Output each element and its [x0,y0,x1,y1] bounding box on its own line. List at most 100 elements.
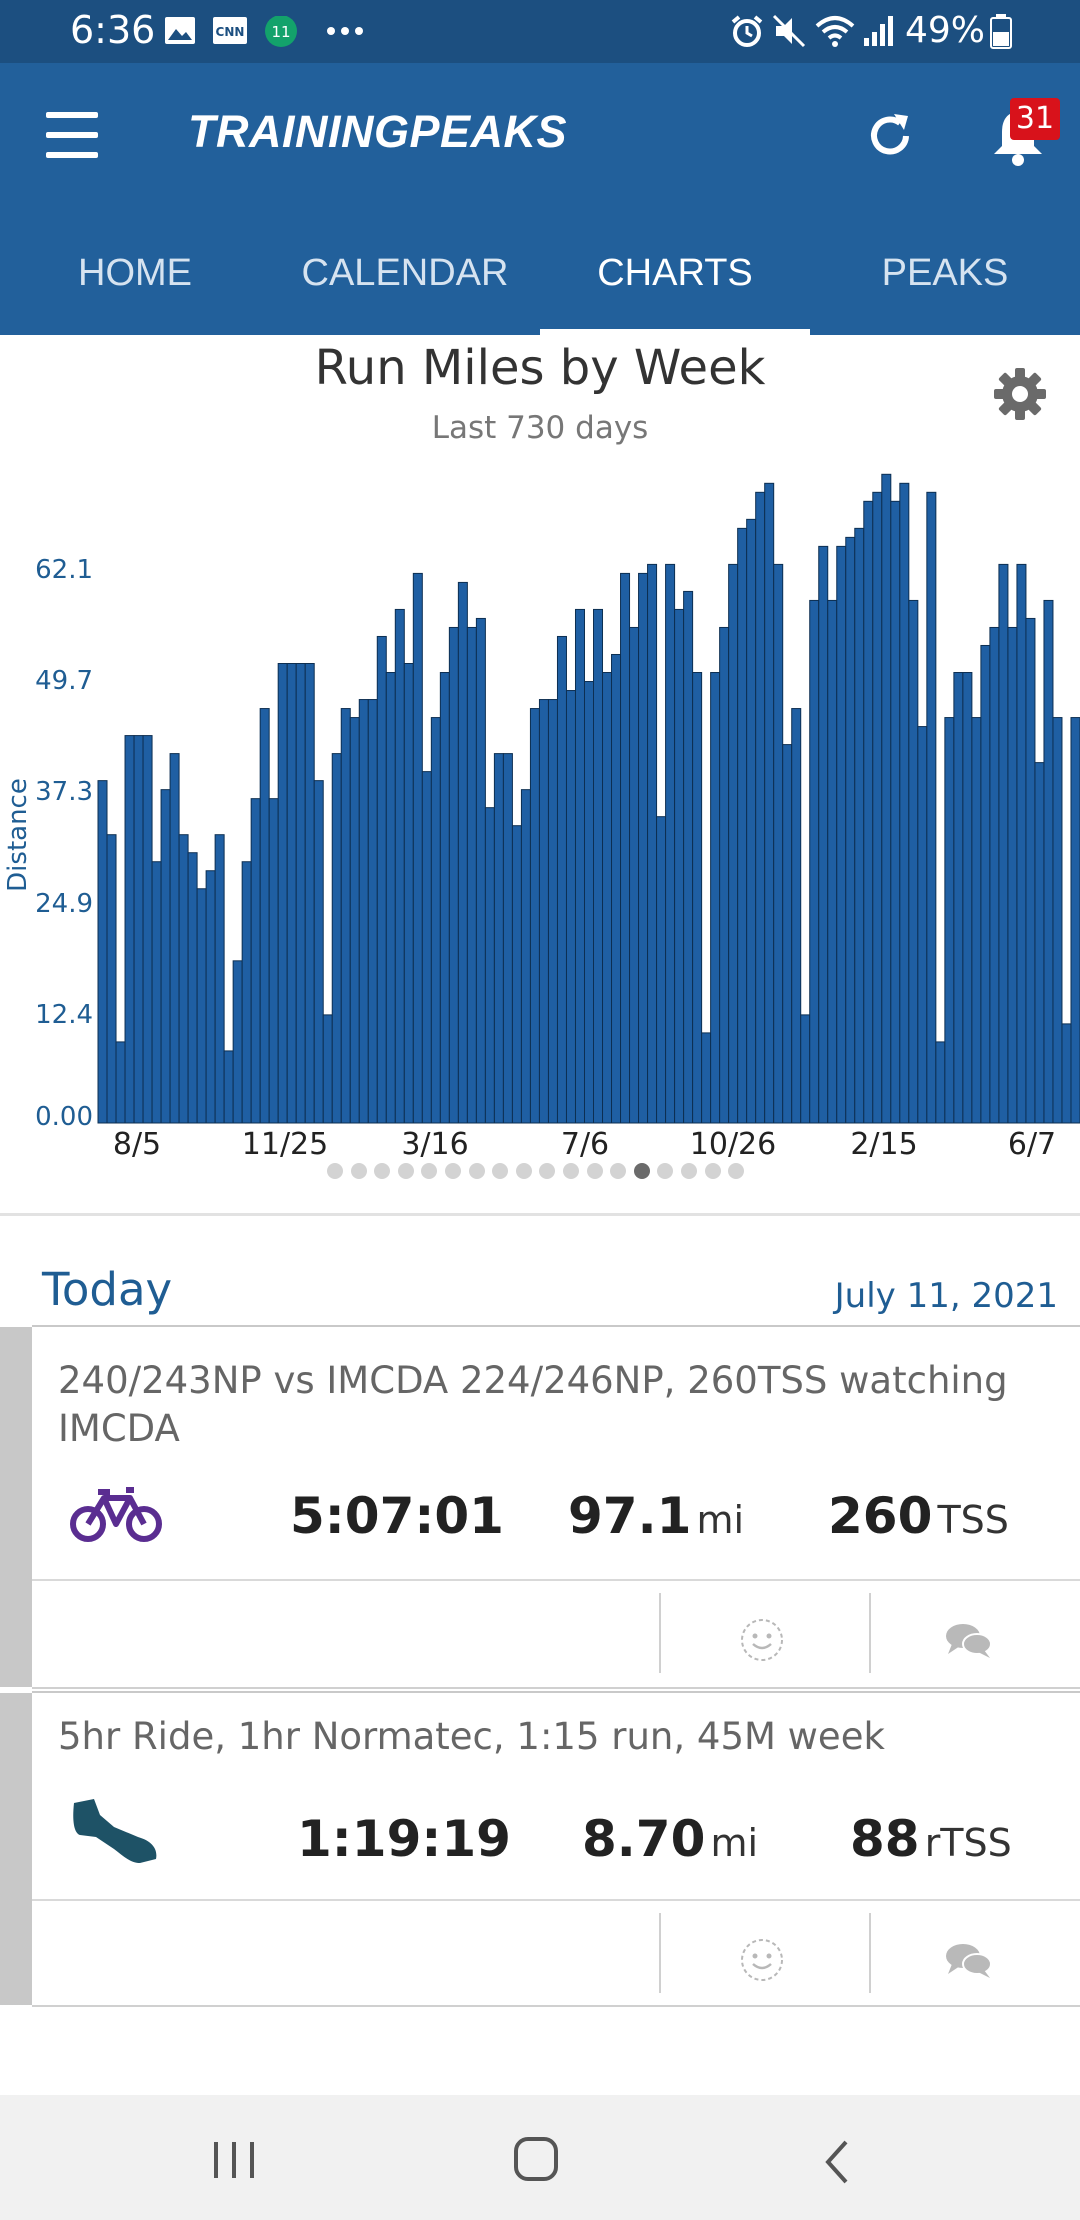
chart-bar[interactable] [620,572,631,1124]
chart-bar[interactable] [1034,762,1045,1124]
chart-bar[interactable] [1016,563,1027,1124]
chart-bar[interactable] [277,663,288,1124]
chart-bar[interactable] [773,563,784,1124]
chart-bar[interactable] [782,744,793,1124]
chart-bar[interactable] [124,735,135,1124]
pager-dot[interactable] [586,1163,603,1179]
chart-bar[interactable] [394,608,405,1124]
chart-bar[interactable] [962,672,973,1124]
chart-bar[interactable] [1007,626,1018,1124]
chart-bar[interactable] [268,798,279,1124]
pager-dot[interactable] [374,1163,391,1179]
chart-bar[interactable] [755,491,766,1124]
chart-bar[interactable] [593,608,604,1124]
pager-dot[interactable] [657,1163,674,1179]
chart-bar[interactable] [701,1032,712,1124]
home-button-icon[interactable] [512,2135,560,2183]
tab-home[interactable]: HOME [78,252,192,294]
chart-bar[interactable] [313,780,324,1124]
chart-bar[interactable] [223,1050,234,1124]
chart-bar[interactable] [520,789,531,1124]
chart-bar[interactable] [1043,599,1054,1124]
chart-bar[interactable] [719,626,730,1124]
chart-bar[interactable] [421,771,432,1124]
workout-card[interactable]: 240/243NP vs IMCDA 224/246NP, 260TSS wat… [32,1325,1080,1689]
chart-bar[interactable] [142,735,153,1124]
tab-calendar[interactable]: CALENDAR [301,252,509,294]
pager-dot[interactable] [468,1163,485,1179]
pager-dot[interactable] [704,1163,721,1179]
chart-bar[interactable] [241,861,252,1124]
chart-bar[interactable] [187,852,198,1124]
chart-bar[interactable] [602,672,613,1124]
chart-bar[interactable] [818,545,829,1124]
chart-bar[interactable] [286,663,297,1124]
chart-bar[interactable] [376,635,387,1124]
recent-apps-icon[interactable] [210,2140,258,2180]
pager-dot[interactable] [610,1163,627,1179]
pager-dot[interactable] [563,1163,579,1179]
chart-bar[interactable] [232,960,243,1124]
chart-bar[interactable] [331,753,342,1124]
chart-bar[interactable] [484,807,495,1124]
pager-dot[interactable] [633,1163,650,1179]
chart-bar[interactable] [340,708,351,1124]
chart-bar[interactable] [556,635,567,1124]
pager-dot[interactable] [728,1163,745,1179]
chart-bar[interactable] [638,572,649,1124]
chart-bar[interactable] [899,482,910,1124]
chart-bar[interactable] [647,563,658,1124]
chart-bar[interactable] [97,780,108,1124]
chart-bar[interactable] [196,888,207,1124]
chart-bar[interactable] [169,753,180,1124]
chart-bar[interactable] [845,536,856,1124]
chart-bar[interactable] [304,663,315,1124]
chart-bar[interactable] [250,798,261,1124]
chart-bar[interactable] [295,663,306,1124]
pager-dot[interactable] [397,1163,414,1179]
chart-bar[interactable] [439,672,450,1124]
chart-bar[interactable] [764,482,775,1124]
chart-bar[interactable] [836,545,847,1124]
chart-bar[interactable] [430,717,441,1124]
tab-peaks[interactable]: PEAKS [881,252,1009,294]
chart-bar[interactable] [683,590,694,1124]
chart-bar[interactable] [367,699,378,1124]
chart-bar[interactable] [502,753,513,1124]
chart-bar[interactable] [547,699,558,1124]
chart-bar[interactable] [737,527,748,1124]
chart-settings-gear-icon[interactable] [990,364,1050,424]
chart-bar[interactable] [890,500,901,1124]
chart-bar[interactable] [944,717,955,1124]
chart-bar[interactable] [106,834,117,1124]
chart-bar[interactable] [322,1014,333,1124]
chart-bar[interactable] [214,834,225,1124]
chart-bar[interactable] [800,1014,811,1124]
chart-bar[interactable] [656,816,667,1124]
tab-charts[interactable]: CHARTS [597,252,753,294]
chart-bar[interactable] [403,663,414,1124]
chart-bar[interactable] [385,672,396,1124]
chart-bar[interactable] [448,626,459,1124]
chart-bar[interactable] [989,626,1000,1124]
chart-bar[interactable] [1052,717,1063,1124]
chart-bar[interactable] [611,653,622,1124]
pager-dot[interactable] [350,1163,367,1179]
workout-card[interactable]: 5hr Ride, 1hr Normatec, 1:15 run, 45M we… [32,1691,1080,2007]
chart-bar[interactable] [1025,617,1036,1124]
pager-dot[interactable] [539,1163,556,1179]
chart-bar[interactable] [872,491,883,1124]
pager-dot[interactable] [327,1163,343,1179]
pager-dot[interactable] [681,1163,697,1179]
chart-bar[interactable] [917,726,928,1124]
chart-bar[interactable] [538,699,549,1124]
chart-bar[interactable] [674,608,685,1124]
chart-bar[interactable] [133,735,144,1124]
chart-bar[interactable] [998,563,1009,1124]
chart-bar[interactable] [466,626,477,1124]
pager-dot[interactable] [492,1163,509,1179]
chart-bar[interactable] [160,789,171,1124]
chart-bar[interactable] [665,563,676,1124]
chart-bar[interactable] [358,699,369,1124]
chart-bar[interactable] [881,473,892,1124]
